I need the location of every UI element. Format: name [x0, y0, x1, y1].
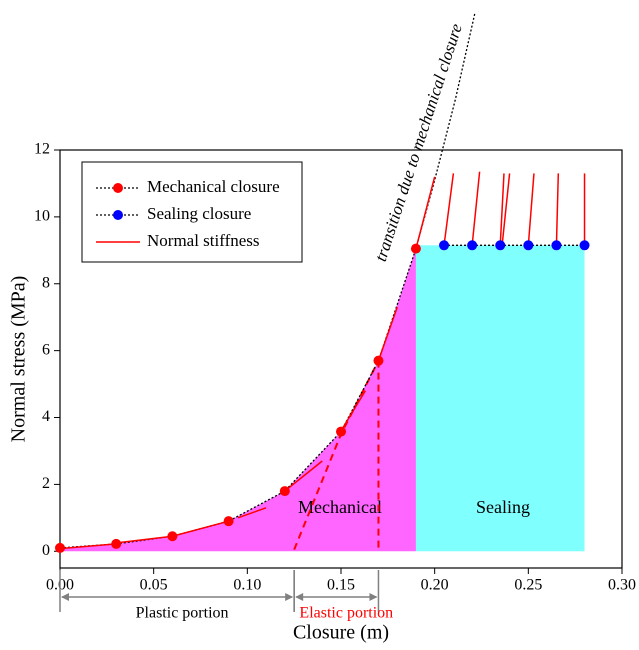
point: [579, 240, 590, 251]
y-axis-title: Normal stress (MPa): [8, 276, 30, 443]
stiffness-segment: [340, 390, 366, 432]
point: [55, 542, 65, 553]
point: [495, 240, 506, 251]
transition-line: [415, 12, 476, 249]
y-tick-label: 4: [42, 408, 50, 425]
stiffness-segment: [501, 173, 511, 246]
point: [279, 486, 290, 497]
stiffness-segment: [555, 173, 560, 246]
transition-label: transition due to mechanical closure: [371, 21, 466, 264]
y-tick-label: 0: [42, 542, 50, 559]
point: [373, 355, 384, 366]
legend-label: Mechanical closure: [147, 177, 280, 196]
stiffness-segment: [499, 173, 505, 246]
legend-label: Normal stiffness: [147, 231, 260, 250]
region-label: Mechanical: [298, 497, 382, 517]
point: [167, 531, 178, 542]
span-label: Elastic portion: [299, 605, 393, 622]
y-tick-label: 10: [34, 208, 50, 225]
stiffness-segment: [415, 176, 436, 249]
stiffness-segment: [116, 535, 173, 544]
stiffness-segment: [284, 460, 323, 492]
y-tick-label: 2: [42, 475, 50, 492]
point: [410, 243, 421, 254]
x-axis-title: Closure (m): [293, 622, 389, 644]
mechanical-region: [60, 248, 416, 552]
series-line: [59, 248, 417, 549]
x-tick-label: 0.30: [608, 577, 636, 594]
y-tick-label: 12: [34, 141, 50, 158]
stiffness-segment: [443, 173, 455, 246]
legend-marker: [113, 183, 123, 193]
stiffness-segment: [59, 543, 117, 550]
stiffness-segment: [471, 171, 481, 246]
x-tick-label: 0.15: [327, 577, 355, 594]
point: [336, 426, 346, 437]
x-tick-label: 0.10: [233, 577, 261, 594]
point: [223, 516, 234, 527]
point: [523, 240, 534, 251]
stiffness-segment: [172, 520, 229, 537]
stiffness-segment: [527, 173, 535, 246]
y-tick-label: 6: [42, 341, 50, 358]
point: [439, 240, 450, 251]
stiffness-segment: [237, 507, 267, 519]
point: [551, 240, 562, 251]
legend-marker: [113, 210, 123, 220]
stiffness-segment: [377, 306, 398, 361]
region-label: Sealing: [476, 497, 530, 517]
point: [467, 240, 478, 251]
span-label: Plastic portion: [136, 605, 229, 622]
sealing-region: [415, 245, 585, 552]
legend-label: Sealing closure: [147, 204, 251, 223]
x-tick-label: 0.05: [140, 577, 168, 594]
y-tick-label: 8: [42, 274, 50, 291]
point: [111, 538, 122, 549]
x-tick-label: 0.20: [421, 577, 449, 594]
x-tick-label: 0.25: [514, 577, 542, 594]
